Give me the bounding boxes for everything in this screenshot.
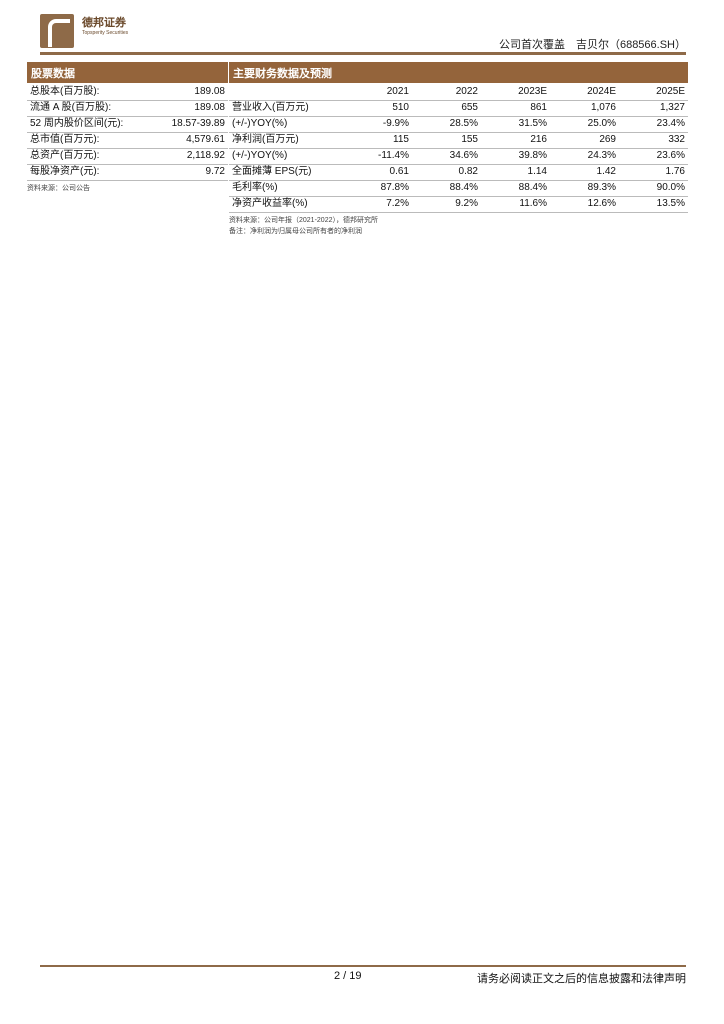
stock-data-section: 股票数据 总股本(百万股): 189.08 流通 A 股(百万股): 189.08 52… [27, 62, 228, 194]
table-row: 净资产收益率(%) 7.2% 9.2% 11.6% 12.6% 13.5% [229, 196, 688, 213]
row-value: 11.6% [481, 196, 550, 213]
row-value: 115 [343, 132, 412, 149]
stock-data-table: 总股本(百万股): 189.08 流通 A 股(百万股): 189.08 52 周内股价… [27, 84, 228, 181]
row-value: 31.5% [481, 116, 550, 133]
row-value: 1.14 [481, 164, 550, 181]
row-value: 87.8% [343, 180, 412, 197]
logo-icon [40, 14, 74, 48]
row-label: 毛利率(%) [229, 180, 343, 197]
row-value: 1,327 [619, 100, 688, 117]
row-value: 25.0% [550, 116, 619, 133]
brand-en: Topsperity Securities [82, 30, 129, 36]
row-label: 52 周内股价区间(元): [27, 116, 155, 133]
row-value: 24.3% [550, 148, 619, 165]
empty-cell [229, 84, 343, 101]
row-label: 每股净资产(元): [27, 164, 155, 181]
financial-table: 2021 2022 2023E 2024E 2025E 营业收入(百万元) 510 655 86… [229, 84, 688, 213]
year-header: 2025E [619, 84, 688, 101]
table-row: 总股本(百万股): 189.08 [27, 84, 228, 101]
row-value: 1.42 [550, 164, 619, 181]
row-label: 总市值(百万元): [27, 132, 155, 149]
row-value: 12.6% [550, 196, 619, 213]
table-row: 52 周内股价区间(元): 18.57-39.89 [27, 116, 228, 133]
row-value: 655 [412, 100, 481, 117]
row-value: 861 [481, 100, 550, 117]
row-value: 28.5% [412, 116, 481, 133]
financial-heading: 主要财务数据及预测 [229, 62, 688, 83]
table-row: 每股净资产(元): 9.72 [27, 164, 228, 181]
row-value: -11.4% [343, 148, 412, 165]
row-value: 7.2% [343, 196, 412, 213]
row-value: 88.4% [481, 180, 550, 197]
year-header: 2023E [481, 84, 550, 101]
year-header: 2022 [412, 84, 481, 101]
row-value: 13.5% [619, 196, 688, 213]
row-value: 18.57-39.89 [155, 116, 228, 133]
row-value: 39.8% [481, 148, 550, 165]
table-row: (+/-)YOY(%) -9.9% 28.5% 31.5% 25.0% 23.4% [229, 116, 688, 133]
table-row: 流通 A 股(百万股): 189.08 [27, 100, 228, 117]
row-value: 0.82 [412, 164, 481, 181]
row-label: 总资产(百万元): [27, 148, 155, 165]
row-value: 1,076 [550, 100, 619, 117]
row-label: 全面摊薄 EPS(元) [229, 164, 343, 181]
year-header: 2021 [343, 84, 412, 101]
year-header: 2024E [550, 84, 619, 101]
logo: 德邦证券 Topsperity Securities [40, 14, 128, 48]
page-number: 2 / 19 [334, 970, 362, 982]
table-row: 总资产(百万元): 2,118.92 [27, 148, 228, 165]
row-label: (+/-)YOY(%) [229, 116, 343, 133]
table-row: 总市值(百万元): 4,579.61 [27, 132, 228, 149]
header-row: 2021 2022 2023E 2024E 2025E [229, 84, 688, 101]
row-value: 269 [550, 132, 619, 149]
financial-source: 资料来源：公司年报（2021-2022），德邦研究所 [229, 216, 378, 224]
table-row: 营业收入(百万元) 510 655 861 1,076 1,327 [229, 100, 688, 117]
row-value: 34.6% [412, 148, 481, 165]
disclaimer: 请务必阅读正文之后的信息披露和法律声明 [477, 973, 686, 985]
financial-note: 备注：净利润为归属母公司所有者的净利润 [229, 227, 362, 235]
row-value: 23.6% [619, 148, 688, 165]
row-value: 90.0% [619, 180, 688, 197]
header-divider [40, 52, 686, 55]
row-value: -9.9% [343, 116, 412, 133]
stock-source: 资料来源：公司公告 [27, 184, 90, 192]
brand-cn: 德邦证券 [82, 17, 126, 29]
financial-section: 主要财务数据及预测 2021 2022 2023E 2024E 2025E 营业收入(百万… [229, 62, 688, 237]
row-value: 2,118.92 [155, 148, 228, 165]
table-row: (+/-)YOY(%) -11.4% 34.6% 39.8% 24.3% 23.6% [229, 148, 688, 165]
row-label: 净资产收益率(%) [229, 196, 343, 213]
row-value: 23.4% [619, 116, 688, 133]
row-label: 总股本(百万股): [27, 84, 155, 101]
table-row: 毛利率(%) 87.8% 88.4% 88.4% 89.3% 90.0% [229, 180, 688, 197]
row-value: 216 [481, 132, 550, 149]
row-value: 0.61 [343, 164, 412, 181]
table-row: 全面摊薄 EPS(元) 0.61 0.82 1.14 1.42 1.76 [229, 164, 688, 181]
table-row: 净利润(百万元) 115 155 216 269 332 [229, 132, 688, 149]
row-value: 4,579.61 [155, 132, 228, 149]
row-value: 189.08 [155, 100, 228, 117]
row-value: 332 [619, 132, 688, 149]
row-label: 营业收入(百万元) [229, 100, 343, 117]
stock-data-heading: 股票数据 [27, 62, 228, 83]
row-value: 89.3% [550, 180, 619, 197]
footer-divider [40, 965, 686, 967]
row-label: 流通 A 股(百万股): [27, 100, 155, 117]
row-label: 净利润(百万元) [229, 132, 343, 149]
report-title: 公司首次覆盖 吉贝尔（688566.SH） [498, 39, 686, 51]
row-value: 9.72 [155, 164, 228, 181]
row-value: 510 [343, 100, 412, 117]
row-value: 189.08 [155, 84, 228, 101]
row-value: 88.4% [412, 180, 481, 197]
row-value: 9.2% [412, 196, 481, 213]
row-value: 155 [412, 132, 481, 149]
row-value: 1.76 [619, 164, 688, 181]
row-label: (+/-)YOY(%) [229, 148, 343, 165]
